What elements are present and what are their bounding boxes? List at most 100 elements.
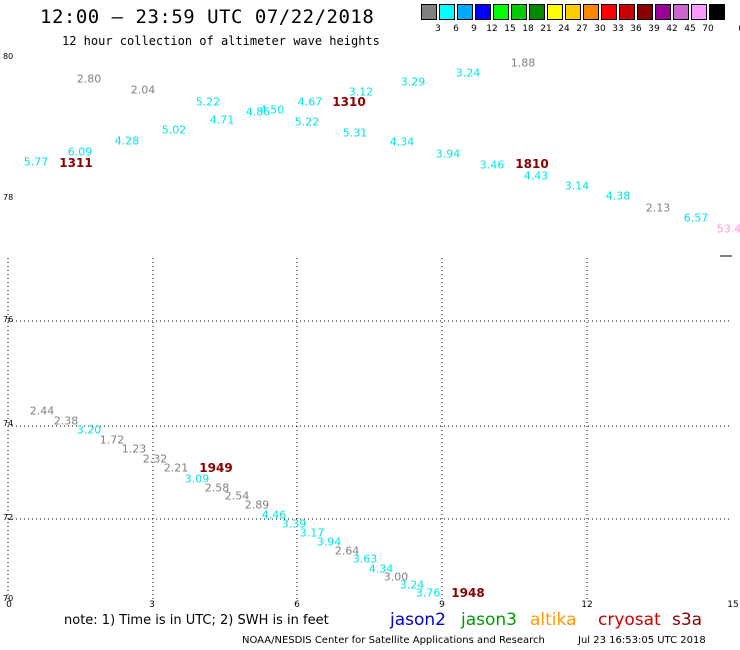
wave-height-label: 3.63: [352, 552, 378, 566]
latitude-label: 70: [3, 594, 14, 603]
wave-height-label: 4.38: [605, 189, 631, 203]
wave-height-label: 2.80: [76, 72, 102, 86]
legend-swatch: [547, 4, 563, 20]
legend-swatch: [619, 4, 635, 20]
wave-height-label: 2.44: [29, 404, 55, 418]
legend-label: 12: [486, 24, 498, 34]
legend-label: 21: [540, 24, 552, 34]
legend-unit: (ft): [733, 24, 740, 34]
wave-height-label: 53.4: [716, 222, 740, 236]
pass-time-label: 1310: [332, 95, 366, 109]
legend-swatch: [511, 4, 527, 20]
legend-swatch: [601, 4, 617, 20]
legend-swatch: [673, 4, 689, 20]
wave-height-label: 4.46: [261, 508, 287, 522]
wave-height-label: 3.24: [455, 66, 481, 80]
latitude-label: 74: [3, 419, 14, 428]
wave-height-label: 3.46: [479, 158, 505, 172]
map-title: 12:00 – 23:59 UTC 07/22/2018: [40, 6, 375, 28]
satellite-name: cryosat: [598, 610, 661, 630]
latitude-label: 72: [3, 513, 14, 522]
wave-height-label: 2.58: [204, 481, 230, 495]
latitude-label: 78: [3, 193, 14, 202]
wave-height-label: 2.54: [224, 489, 250, 503]
longitude-label: 12: [581, 600, 593, 610]
wave-height-label: 4.43: [523, 169, 549, 183]
wave-height-label: 6.57: [683, 211, 709, 225]
latitude-label: 80: [3, 52, 14, 61]
legend-label: 9: [471, 24, 477, 34]
legend-label: 27: [576, 24, 588, 34]
wave-height-label: 3.94: [435, 147, 461, 161]
wave-height-label: 3.17: [299, 526, 325, 540]
wave-height-label: 4.34: [368, 562, 394, 576]
legend-label: 24: [558, 24, 570, 34]
legend-label: 36: [630, 24, 642, 34]
longitude-label: 9: [439, 600, 445, 610]
legend-label: 45: [684, 24, 696, 34]
legend-label: 18: [522, 24, 534, 34]
legend-label: 42: [666, 24, 678, 34]
wave-height-label: 2.64: [334, 544, 360, 558]
legend-label: 15: [504, 24, 516, 34]
wave-height-label: 5.22: [195, 95, 221, 109]
pass-time-label: 1810: [515, 157, 549, 171]
wave-height-label: 2.38: [53, 414, 79, 428]
wave-height-label: 1.23: [121, 442, 147, 456]
grid-lines: [7, 255, 732, 600]
longitude-label: 15: [727, 600, 739, 610]
legend-label: 39: [648, 24, 660, 34]
legend-swatch: [493, 4, 509, 20]
satellite-name: jason3: [461, 610, 517, 630]
latitude-label: 76: [3, 315, 14, 324]
wave-height-label: 3.76: [415, 586, 441, 600]
wave-height-label: 4.71: [209, 113, 235, 127]
wave-height-label: 4.28: [114, 134, 140, 148]
legend-swatch: [709, 4, 725, 20]
legend-label: 3: [435, 24, 441, 34]
wave-height-label: 3.39: [281, 517, 307, 531]
wave-height-label: 3.00: [383, 570, 409, 584]
wave-height-label: 3.29: [400, 75, 426, 89]
legend-swatch: [475, 4, 491, 20]
pass-time-label: 1949: [199, 461, 233, 475]
longitude-label: 3: [149, 600, 155, 610]
legend-swatch: [565, 4, 581, 20]
wave-height-label: 2.04: [130, 83, 156, 97]
wave-height-label: 3.94: [316, 535, 342, 549]
satellite-name: altika: [530, 610, 577, 630]
wave-height-label: 4.67: [297, 95, 323, 109]
wave-height-label: 3.12: [348, 85, 374, 99]
pass-time-label: 1948: [451, 586, 485, 600]
wave-height-label: 5.02: [161, 123, 187, 137]
wave-height-label: 5.22: [294, 115, 320, 129]
legend-label: 33: [612, 24, 624, 34]
wave-height-label: 6.09: [67, 145, 93, 159]
credit-line: NOAA/NESDIS Center for Satellite Applica…: [242, 635, 545, 646]
satellite-name: s3a: [672, 610, 703, 630]
longitude-label: 6: [294, 600, 300, 610]
legend-swatch: [655, 4, 671, 20]
pass-time-label: 1311: [59, 156, 93, 170]
legend-swatch: [637, 4, 653, 20]
wave-height-label: 5.31: [342, 126, 368, 140]
longitude-label: 0: [6, 600, 12, 610]
satellite-name: jason2: [390, 610, 446, 630]
wave-height-label: 1.72: [99, 433, 125, 447]
wave-height-label: 4.86: [245, 105, 271, 119]
legend-swatch: [529, 4, 545, 20]
wave-height-label: 5.77: [23, 155, 49, 169]
wave-height-label: 2.13: [645, 201, 671, 215]
generated-timestamp: Jul 23 16:53:05 UTC 2018: [578, 635, 706, 646]
legend-label: 30: [594, 24, 606, 34]
legend-label: 70: [702, 24, 714, 34]
legend-swatch: [583, 4, 599, 20]
wave-height-label: 3.14: [564, 179, 590, 193]
wave-height-label: 2.32: [142, 452, 168, 466]
wave-height-label: 3.09: [184, 472, 210, 486]
wave-height-label: 3.24: [399, 578, 425, 592]
legend-swatch: [421, 4, 437, 20]
legend-swatch: [439, 4, 455, 20]
wave-height-label: 3.20: [76, 423, 102, 437]
